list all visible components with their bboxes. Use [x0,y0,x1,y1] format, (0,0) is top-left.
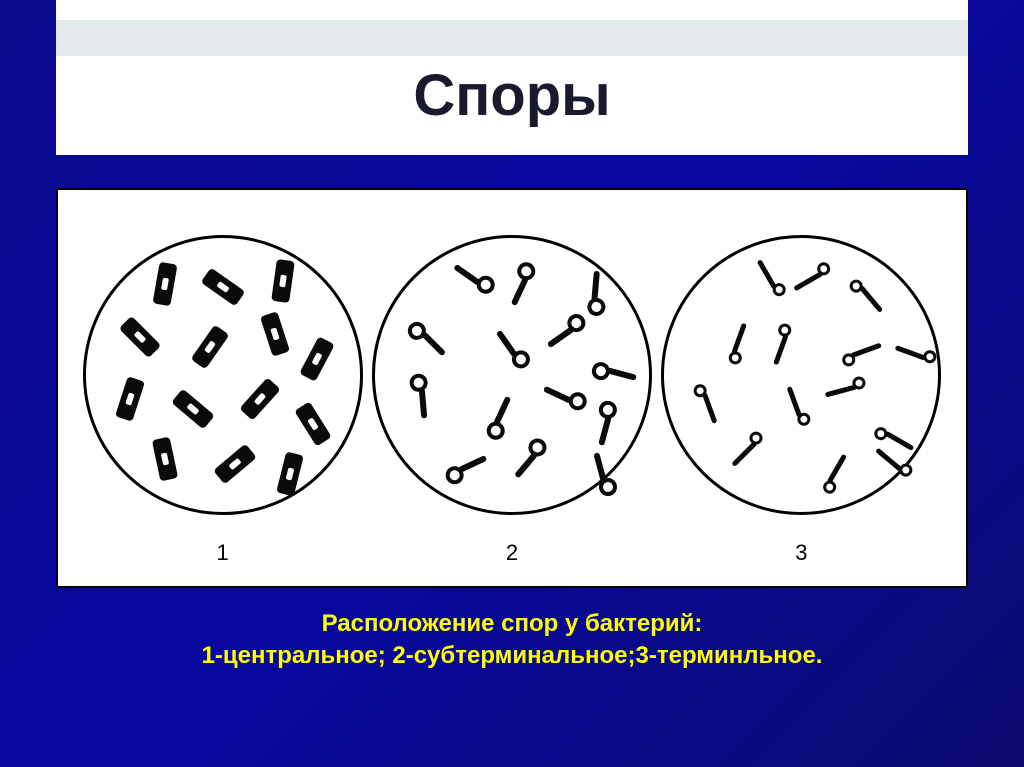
diagram-panel: 1 2 3 [56,188,968,588]
bacterium-central [152,262,177,306]
bacterium-central [190,325,229,370]
bacterium-subterminal [405,305,468,368]
bacterium-central [276,451,304,496]
bacterium-central [260,311,290,357]
bacterium-subterminal [403,372,456,425]
caption-line-1: Расположение спор у бактерий: [56,608,968,640]
bacterium-central [213,444,257,485]
bacterium-terminal [821,375,875,429]
bacterium-subterminal [439,432,492,485]
bacterium-terminal [830,312,886,368]
circle-central [83,235,363,515]
bacterium-subterminal [502,435,566,499]
slide-title: Споры [56,62,968,129]
circle-subterminal [372,235,652,515]
bacterium-central [151,437,177,482]
circle-3-wrap [661,235,941,515]
bacterium-terminal [794,436,854,496]
bacterium-central [200,268,245,307]
bacterium-central [271,259,295,303]
circle-label-1: 1 [83,540,363,566]
circle-label-2: 2 [372,540,652,566]
bacterium-central [115,376,145,422]
circle-2-wrap [372,235,652,515]
bacterium-subterminal [539,312,598,371]
bacterium-terminal [725,429,787,491]
numbers-row: 1 2 3 [78,540,946,566]
bacterium-terminal [756,382,812,438]
bacterium-terminal [788,260,848,320]
bacterium-terminal [728,254,788,314]
caption-line-2: 1-центральное; 2-субтерминальное;3-терми… [56,640,968,672]
circle-1-wrap [83,235,363,515]
bacterium-subterminal [526,371,591,436]
bacterium-terminal [692,372,748,428]
bacterium-terminal [698,310,754,366]
bacterium-central [171,389,215,430]
circle-terminal [661,235,941,515]
bacterium-subterminal [589,335,652,398]
bacterium-central [118,316,160,358]
bacterium-subterminal [496,259,561,324]
bacterium-terminal [766,322,822,378]
bacterium-subterminal [474,322,533,381]
bacterium-subterminal [571,450,617,496]
bacterium-central [239,377,280,420]
bacterium-central [299,336,335,382]
bacterium-terminal [847,257,909,319]
caption: Расположение спор у бактерий: 1-централь… [56,608,968,673]
bacterium-central [294,401,332,446]
circles-row [78,220,946,530]
bacterium-subterminal [559,260,618,319]
title-accent-bar [56,20,968,56]
circle-label-3: 3 [661,540,941,566]
bacterium-terminal [882,338,938,394]
title-panel: Споры [56,0,968,155]
